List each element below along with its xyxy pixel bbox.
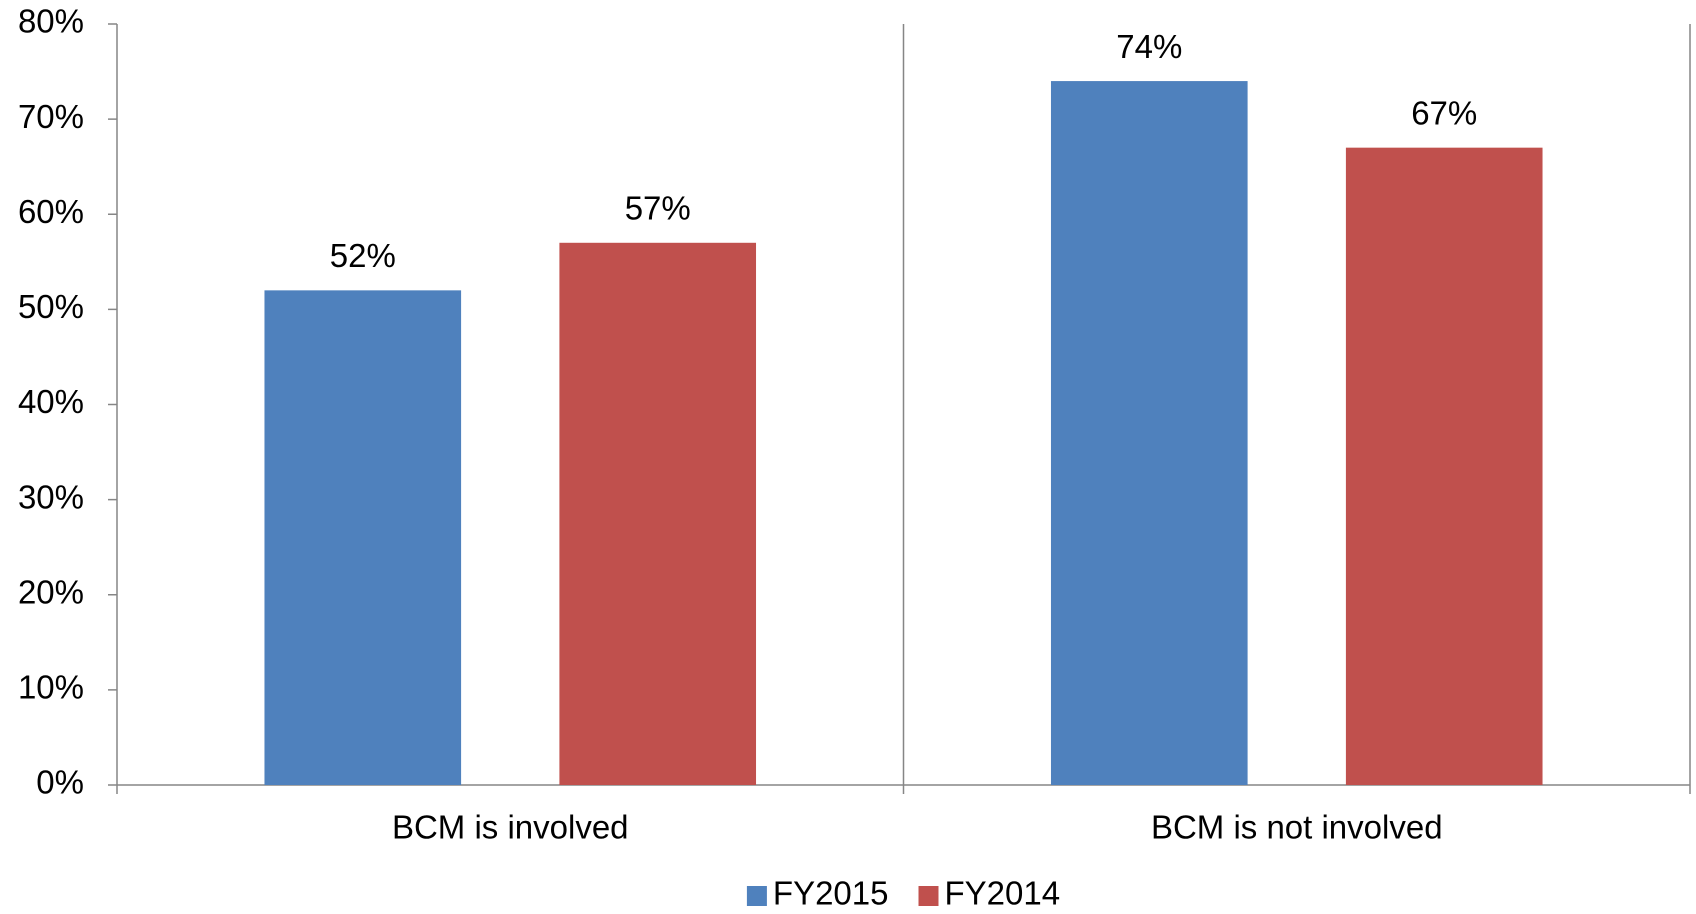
legend-swatch [746, 886, 767, 906]
y-tick-label: 0% [36, 764, 84, 801]
y-tick-label: 70% [18, 98, 84, 135]
bar [1050, 81, 1248, 785]
y-tick-label: 80% [18, 3, 84, 40]
y-tick-label: 10% [18, 669, 84, 706]
bar [1345, 147, 1543, 786]
y-tick-label: 30% [18, 478, 84, 515]
x-tick-label: BCM is involved [392, 809, 629, 846]
bar [559, 242, 757, 786]
y-tick-label: 60% [18, 193, 84, 230]
legend-label: FY2014 [945, 875, 1061, 912]
value-label: 74% [1116, 28, 1182, 65]
y-tick-label: 40% [18, 383, 84, 420]
value-label: 57% [625, 190, 691, 227]
value-label: 67% [1411, 94, 1477, 131]
y-tick-label: 50% [18, 288, 84, 325]
value-label: 52% [330, 237, 396, 274]
legend-label: FY2015 [773, 875, 889, 912]
bar [264, 290, 462, 785]
y-tick-label: 20% [18, 573, 84, 610]
legend-swatch [918, 886, 939, 906]
x-tick-label: BCM is not involved [1151, 809, 1443, 846]
